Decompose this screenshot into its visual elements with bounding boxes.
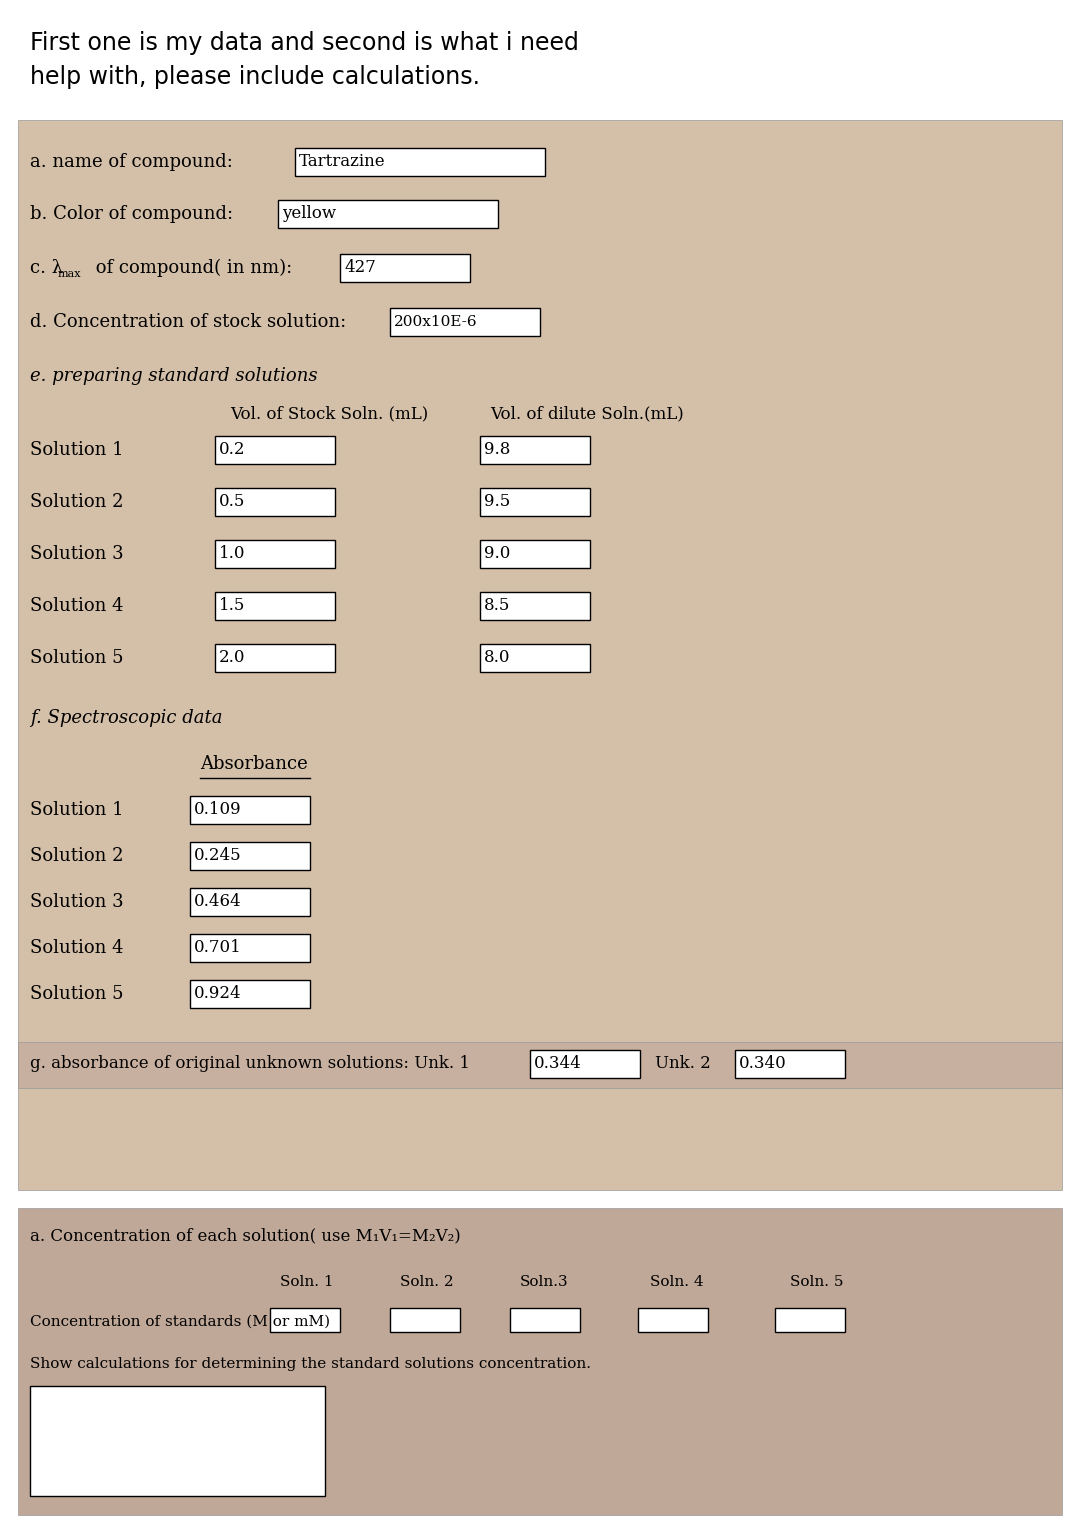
Text: 0.701: 0.701 — [194, 939, 242, 956]
Text: a. name of compound:: a. name of compound: — [30, 152, 233, 171]
Text: 8.0: 8.0 — [484, 650, 511, 666]
Text: max: max — [58, 268, 81, 279]
Text: c. λ: c. λ — [30, 259, 63, 278]
Text: Unk. 2: Unk. 2 — [654, 1055, 711, 1072]
Text: yellow: yellow — [282, 206, 336, 223]
FancyBboxPatch shape — [270, 1308, 340, 1331]
FancyBboxPatch shape — [18, 120, 1062, 1190]
Text: Soln.3: Soln.3 — [519, 1275, 569, 1289]
Text: Solution 3: Solution 3 — [30, 894, 123, 910]
FancyBboxPatch shape — [530, 1051, 640, 1078]
Text: Solution 3: Solution 3 — [30, 544, 123, 563]
Text: Soln. 4: Soln. 4 — [650, 1275, 704, 1289]
FancyBboxPatch shape — [390, 1308, 460, 1331]
Text: 1.5: 1.5 — [219, 598, 245, 615]
Text: f. Spectroscopic data: f. Spectroscopic data — [30, 709, 222, 727]
FancyBboxPatch shape — [190, 981, 310, 1008]
FancyBboxPatch shape — [18, 1042, 1062, 1087]
FancyBboxPatch shape — [215, 592, 335, 621]
FancyBboxPatch shape — [480, 592, 590, 621]
FancyBboxPatch shape — [190, 933, 310, 962]
FancyBboxPatch shape — [215, 644, 335, 673]
Text: Vol. of Stock Soln. (mL): Vol. of Stock Soln. (mL) — [230, 406, 429, 422]
Text: Soln. 5: Soln. 5 — [789, 1275, 843, 1289]
FancyBboxPatch shape — [340, 255, 470, 282]
FancyBboxPatch shape — [735, 1051, 845, 1078]
Text: 427: 427 — [345, 259, 376, 276]
Text: Solution 1: Solution 1 — [30, 441, 123, 459]
Text: 0.2: 0.2 — [219, 442, 245, 459]
FancyBboxPatch shape — [480, 488, 590, 515]
Text: Solution 5: Solution 5 — [30, 985, 123, 1003]
Text: Solution 5: Solution 5 — [30, 650, 123, 666]
Text: 1.0: 1.0 — [219, 546, 245, 563]
Text: First one is my data and second is what i need
help with, please include calcula: First one is my data and second is what … — [30, 30, 579, 88]
FancyBboxPatch shape — [190, 796, 310, 824]
Text: 9.5: 9.5 — [484, 494, 510, 511]
Text: Solution 1: Solution 1 — [30, 801, 123, 819]
Text: Vol. of dilute Soln.(mL): Vol. of dilute Soln.(mL) — [490, 406, 684, 422]
FancyBboxPatch shape — [18, 1208, 1062, 1514]
Text: 200x10E-6: 200x10E-6 — [394, 316, 477, 329]
Text: d. Concentration of stock solution:: d. Concentration of stock solution: — [30, 313, 347, 331]
Text: Solution 4: Solution 4 — [30, 939, 123, 958]
Text: 0.344: 0.344 — [534, 1055, 582, 1072]
FancyBboxPatch shape — [278, 200, 498, 229]
FancyBboxPatch shape — [295, 148, 545, 175]
FancyBboxPatch shape — [190, 842, 310, 869]
FancyBboxPatch shape — [480, 540, 590, 567]
FancyBboxPatch shape — [638, 1308, 708, 1331]
Text: Show calculations for determining the standard solutions concentration.: Show calculations for determining the st… — [30, 1357, 591, 1371]
FancyBboxPatch shape — [215, 436, 335, 464]
Text: b. Color of compound:: b. Color of compound: — [30, 204, 233, 223]
Text: 9.0: 9.0 — [484, 546, 511, 563]
Text: 8.5: 8.5 — [484, 598, 511, 615]
Text: 0.340: 0.340 — [739, 1055, 786, 1072]
Text: 0.245: 0.245 — [194, 848, 242, 865]
Text: 0.464: 0.464 — [194, 894, 242, 910]
Text: 2.0: 2.0 — [219, 650, 245, 666]
Text: Solution 2: Solution 2 — [30, 846, 123, 865]
Text: Solution 2: Solution 2 — [30, 493, 123, 511]
FancyBboxPatch shape — [215, 488, 335, 515]
Text: g. absorbance of original unknown solutions: Unk. 1: g. absorbance of original unknown soluti… — [30, 1055, 470, 1072]
FancyBboxPatch shape — [190, 888, 310, 917]
Text: Solution 4: Solution 4 — [30, 596, 123, 615]
FancyBboxPatch shape — [0, 0, 1080, 120]
Text: Tartrazine: Tartrazine — [299, 154, 386, 171]
Text: 9.8: 9.8 — [484, 442, 511, 459]
FancyBboxPatch shape — [510, 1308, 580, 1331]
Text: e. preparing standard solutions: e. preparing standard solutions — [30, 368, 318, 384]
FancyBboxPatch shape — [480, 436, 590, 464]
Text: Soln. 1: Soln. 1 — [280, 1275, 334, 1289]
Text: Concentration of standards (M or mM): Concentration of standards (M or mM) — [30, 1315, 330, 1328]
Text: a. Concentration of each solution( use M₁V₁=M₂V₂): a. Concentration of each solution( use M… — [30, 1228, 461, 1244]
Text: 0.109: 0.109 — [194, 802, 242, 819]
FancyBboxPatch shape — [215, 540, 335, 567]
Text: 0.924: 0.924 — [194, 985, 242, 1002]
Text: Absorbance: Absorbance — [200, 755, 308, 773]
FancyBboxPatch shape — [775, 1308, 845, 1331]
Text: 0.5: 0.5 — [219, 494, 245, 511]
FancyBboxPatch shape — [480, 644, 590, 673]
Text: Soln. 2: Soln. 2 — [400, 1275, 454, 1289]
FancyBboxPatch shape — [30, 1386, 325, 1496]
Text: of compound( in nm):: of compound( in nm): — [90, 259, 293, 278]
FancyBboxPatch shape — [390, 308, 540, 336]
